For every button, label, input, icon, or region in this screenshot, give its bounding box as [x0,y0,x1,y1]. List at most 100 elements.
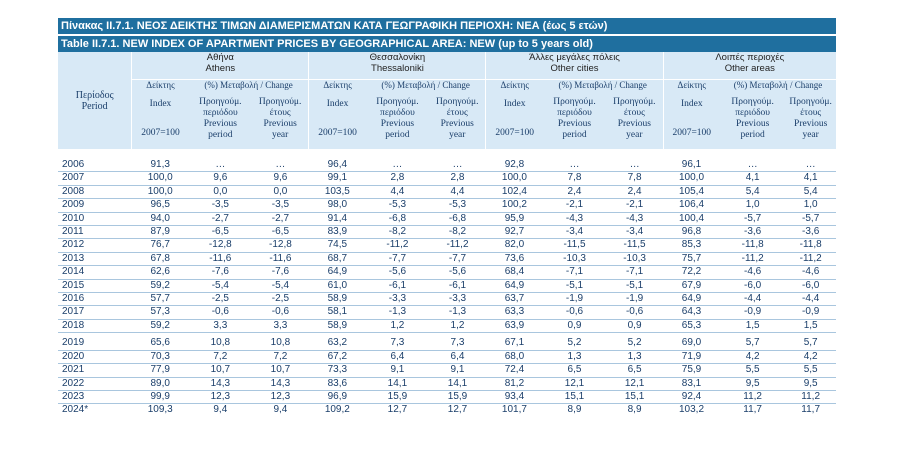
row-value: 65,6 [150,337,170,349]
row-value: -0,6 [565,306,584,318]
table-title-english: Table II.7.1. NEW INDEX OF APARTMENT PRI… [58,36,836,52]
table-row: 2008 100,0 0,0 0,0 103,5 4,4 4,4 102,4 2,4 2,4 105… [58,185,836,198]
row-value: 98,0 [327,199,348,211]
row-value: -4,6 [802,266,820,278]
row-period: 2022 [62,377,85,389]
row-value: -11,6 [209,252,232,264]
row-value: … [629,159,640,170]
row-value: -7,7 [388,252,407,264]
table-row: 2020 70,3 7,2 7,2 67,2 6,4 6,4 68,0 1,3 1,3 71,9 4,… [58,350,836,363]
row-value: 101,7 [501,404,527,416]
row-value: 5,7 [745,337,760,349]
row-value: -6,0 [802,279,820,291]
row-value: -0,6 [211,306,229,318]
row-value: 12,3 [210,390,231,402]
row-value: -11,2 [799,252,822,264]
row-value: 7,2 [213,350,228,362]
row-value: 109,3 [147,404,173,416]
row-period: 2012 [62,239,85,251]
row-value: 9,1 [390,364,405,376]
table-row: 2022 89,0 14,3 14,3 83,6 14,1 14,1 81,2 12,1 12,1… [58,377,836,390]
row-period: 2008 [62,185,85,197]
row-value: -5,4 [271,279,290,291]
table-row: 2012 76,7 -12,8 -12,8 74,5 -11,2 -11,2 82,0 -11,… [58,238,836,252]
prev-year-other-areas: Προηγούμ. έτους Previous year [785,91,836,149]
row-value: -5,7 [802,212,820,224]
row-value: 63,9 [504,319,525,331]
row-value: 57,3 [150,306,170,318]
row-value: 65,3 [681,319,702,331]
row-value: -1,3 [388,306,407,318]
row-value: 10,7 [210,364,231,376]
area-header-other-areas: Λοιπές περιοχές Other areas [662,52,836,79]
row-value: 0,9 [567,319,582,331]
table-row: 2014 62,6 -7,6 -7,6 64,9 -5,6 -5,6 68,4 -7,1 -7,1… [58,265,836,279]
area-header-other-cities: Άλλες μεγάλες πόλεις Other cities [485,52,664,79]
prev-period-athens: Προηγούμ. περιόδου Previous period [188,91,252,149]
row-period: 2024* [62,404,89,416]
row-period: 2016 [62,293,85,305]
row-period: 2014 [62,266,85,278]
index-label-other-areas: Δείκτης [662,78,720,91]
row-value: 100,0 [678,172,705,184]
row-value: … [392,159,403,170]
row-value: 9,5 [803,377,818,389]
row-value: 14,1 [447,377,468,389]
row-value: 70,3 [150,350,170,362]
row-value: 87,9 [150,226,170,238]
row-value: 63,7 [504,293,525,305]
row-value: -3,3 [388,293,407,305]
row-value: 6,4 [450,350,465,362]
row-value: 4,1 [803,172,818,184]
row-value: 5,5 [803,364,818,376]
prev-year-athens: Προηγούμ. έτους Previous year [251,91,309,149]
row-value: 2,8 [450,172,465,184]
row-value: -4,6 [744,266,762,278]
row-value: 103,2 [678,404,705,416]
row-value: 11,7 [801,404,821,416]
row-value: 7,3 [450,337,465,349]
row-value: -0,9 [802,306,820,318]
row-value: 5,4 [745,185,760,197]
row-value: 11,2 [743,390,762,402]
row-value: 7,8 [627,172,642,184]
row-period: 2010 [62,212,85,224]
row-value: -3,5 [271,199,290,211]
row-value: -10,3 [563,252,586,264]
row-value: 100,0 [147,185,173,197]
row-value: -8,2 [388,226,407,238]
row-value: 2,4 [627,185,642,197]
table-row: 2019 65,6 10,8 10,8 63,2 7,3 7,3 67,1 5,2 5,2 69,0… [58,332,836,350]
row-period: 2011 [62,226,84,238]
row-value: 96,4 [327,159,348,170]
row-value: 63,3 [504,306,525,318]
row-value: 15,1 [564,390,585,402]
row-value: 12,7 [447,404,468,416]
row-value: -7,7 [448,252,467,264]
row-value: 12,1 [624,377,645,389]
row-value: 3,3 [273,319,288,331]
row-value: 7,8 [567,172,582,184]
row-period: 2006 [62,159,85,170]
change-label-athens: (%) Μεταβολή / Change [188,78,309,91]
table-row: 2013 67,8 -11,6 -11,6 68,7 -7,7 -7,7 73,6 -10,3 -… [58,252,836,265]
row-value: -12,8 [208,239,232,251]
row-value: -4,4 [744,293,762,305]
row-value: 63,2 [327,337,348,349]
row-value: 9,1 [450,364,465,376]
row-value: 64,3 [681,306,702,318]
row-value: -6,8 [388,212,407,224]
row-value: 96,5 [150,199,170,211]
table-header: Περίοδος Period Αθήνα Athens Θεσσαλονίκη… [58,52,836,149]
table-row: 2018 59,2 3,3 3,3 58,9 1,2 1,2 63,9 0,9 0,9 65,3 1,… [58,319,836,332]
row-value: 4,2 [803,350,818,362]
row-value: -3,3 [448,293,467,305]
row-value: -6,1 [448,279,467,291]
row-value: 9,6 [213,172,228,184]
area-header-thessaloniki: Θεσσαλονίκη Thessaloniki [308,52,486,79]
row-value: 91,4 [327,212,348,224]
row-value: -5,3 [448,199,467,211]
index-label-athens: Δείκτης [131,78,189,91]
row-period: 2007 [62,172,85,184]
row-value: 75,9 [681,364,702,376]
